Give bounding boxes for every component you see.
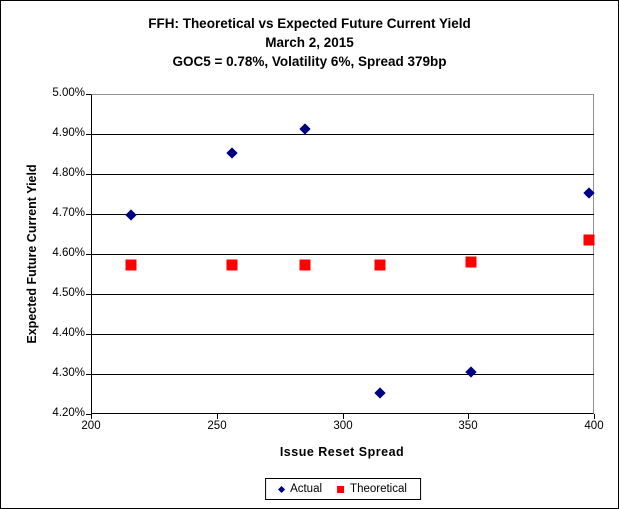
y-axis-tick (86, 334, 91, 335)
data-point-theoretical (374, 259, 386, 271)
x-tick-label: 400 (584, 420, 604, 432)
chart-title-line2: March 2, 2015 (265, 35, 354, 50)
data-point-theoretical (125, 259, 137, 271)
legend-label: Theoretical (350, 483, 407, 495)
chart-title-line3: GOC5 = 0.78%, Volatility 6%, Spread 379b… (172, 54, 447, 69)
y-gridline (91, 374, 594, 375)
y-tick-label: 4.80% (52, 167, 85, 179)
y-gridline (91, 294, 594, 295)
legend-item-actual: Actual (278, 483, 323, 495)
y-axis-tick (86, 414, 91, 415)
y-axis-tick (86, 294, 91, 295)
x-tick-label: 350 (458, 420, 478, 432)
chart-title: FFH: Theoretical vs Expected Future Curr… (1, 14, 618, 71)
y-axis-tick (86, 174, 91, 175)
chart-title-line1: FFH: Theoretical vs Expected Future Curr… (148, 16, 471, 31)
data-point-theoretical (299, 259, 311, 271)
x-axis-tick (343, 414, 344, 419)
data-point-theoretical (226, 259, 238, 271)
y-gridline (91, 254, 594, 255)
y-tick-label: 4.40% (52, 327, 85, 339)
x-axis-tick (468, 414, 469, 419)
y-gridline (91, 174, 594, 175)
y-axis-tick (86, 254, 91, 255)
x-axis-tick (217, 414, 218, 419)
y-axis-tick (86, 214, 91, 215)
y-gridline (91, 134, 594, 135)
x-axis-title: Issue Reset Spread (279, 445, 405, 459)
y-axis-tick (86, 374, 91, 375)
legend: Actual Theoretical (265, 478, 421, 500)
x-axis-tick (91, 414, 92, 419)
y-tick-label: 4.60% (52, 247, 85, 259)
y-axis-tick (86, 134, 91, 135)
data-point-theoretical (583, 234, 595, 246)
y-tick-label: 4.70% (52, 207, 85, 219)
y-tick-label: 4.50% (52, 287, 85, 299)
y-tick-label: 4.20% (52, 407, 85, 419)
legend-item-theoretical: Theoretical (337, 483, 407, 495)
x-tick-label: 300 (333, 420, 353, 432)
x-tick-label: 250 (207, 420, 227, 432)
x-axis-tick (594, 414, 595, 419)
x-tick-label: 200 (81, 420, 101, 432)
y-tick-label: 4.30% (52, 367, 85, 379)
legend-label: Actual (290, 483, 323, 495)
y-gridline (91, 334, 594, 335)
diamond-marker-icon (278, 485, 286, 493)
y-tick-label: 4.90% (52, 127, 85, 139)
square-marker-icon (337, 485, 345, 493)
y-tick-label: 5.00% (52, 87, 85, 99)
data-point-theoretical (465, 256, 477, 268)
y-gridline (91, 214, 594, 215)
y-axis-tick (86, 94, 91, 95)
